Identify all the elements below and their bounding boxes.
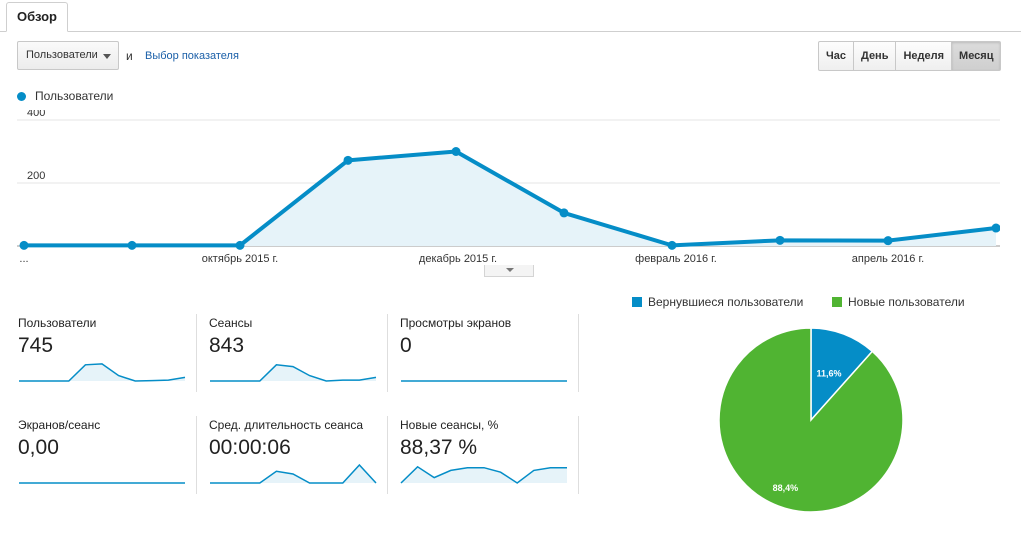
users-line-chart: 200 400... октябрь 2015 г. декабрь 2015 г. ф… (17, 110, 1001, 265)
y-tick-label: 200 (27, 170, 45, 182)
metric-select-value: Пользователи (26, 49, 98, 61)
sparkline (400, 465, 567, 484)
metric-divider (578, 314, 579, 392)
sparkline-area (19, 363, 185, 381)
metric-screen-views[interactable]: Просмотры экранов 0 (400, 316, 578, 396)
data-point[interactable] (127, 240, 137, 250)
x-tick-label: октябрь 2015 г. (202, 253, 279, 265)
pie-slice-label: 11,6% (817, 369, 842, 379)
pie-slice-label: 88,4% (773, 483, 799, 493)
pie-slice[interactable] (810, 327, 874, 422)
metric-divider (196, 314, 197, 392)
metric-sessions[interactable]: Сеансы 843 (209, 316, 387, 396)
data-point[interactable] (451, 147, 461, 156)
y-tick-label: 400 (27, 110, 45, 119)
pie-legend-returning[interactable]: Вернувшиеся пользователи (632, 295, 803, 309)
metric-label: Просмотры экранов (400, 316, 512, 330)
legend-swatch-icon (632, 297, 642, 307)
metric-value: 00:00:06 (209, 436, 291, 459)
period-week-button[interactable]: Неделя (895, 41, 953, 71)
x-tick-label: декабрь 2015 г. (419, 253, 497, 265)
user-type-pie-chart: 11,6% 88,4% (718, 327, 904, 513)
sparkline-line (19, 363, 186, 382)
period-hour-button[interactable]: Час (818, 41, 854, 71)
sparkline-line (210, 364, 377, 382)
metric-select[interactable]: Пользователи (17, 41, 119, 70)
period-day-button[interactable]: День (852, 41, 897, 71)
metric-value: 843 (209, 334, 245, 357)
legend-series-label: Пользователи (35, 89, 114, 103)
x-tick-label: апрель 2016 г. (852, 253, 924, 265)
metric-avg-session-duration[interactable]: Сред. длительность сеанса 00:00:06 (209, 418, 387, 498)
data-point[interactable] (883, 236, 893, 246)
metric-divider (196, 416, 197, 494)
metric-value: 745 (18, 334, 54, 357)
period-month-button[interactable]: Месяц (951, 41, 1002, 71)
data-point[interactable] (235, 240, 245, 250)
chevron-down-icon (103, 54, 111, 59)
sparkline (19, 363, 186, 382)
series-area (24, 151, 996, 246)
metric-divider (387, 416, 388, 494)
sparkline (210, 364, 377, 382)
metric-users[interactable]: Пользователи 745 (18, 316, 196, 396)
pie-legend-label: Новые пользователи (848, 295, 965, 309)
metric-label: Новые сеансы, % (400, 418, 499, 432)
sparkline (210, 463, 377, 484)
metric-divider (578, 416, 579, 494)
metric-label: Сеансы (209, 316, 253, 330)
series-dot-icon (17, 91, 26, 101)
tab-overview[interactable]: Обзор (6, 2, 68, 32)
chevron-down-icon (506, 268, 514, 272)
data-point[interactable] (667, 240, 677, 250)
x-tick-label: ... (19, 253, 28, 265)
data-point[interactable] (559, 208, 569, 218)
metric-label: Экранов/сеанс (18, 418, 101, 432)
metric-divider (387, 314, 388, 392)
data-point[interactable] (775, 235, 785, 245)
data-point[interactable] (19, 240, 29, 250)
sparkline (19, 482, 185, 484)
sparkline-area (210, 364, 376, 381)
and-label: и (126, 49, 133, 63)
data-point[interactable] (991, 223, 1001, 233)
sparkline-line (210, 463, 377, 484)
metric-new-sessions-percent[interactable]: Новые сеансы, % 88,37 % (400, 418, 578, 498)
sparkline (401, 380, 567, 382)
choose-metric-link[interactable]: Выбор показателя (145, 50, 239, 62)
metric-value: 88,37 % (400, 436, 478, 459)
collapse-chart-handle[interactable] (484, 265, 534, 277)
series-line (24, 149, 997, 248)
metric-screens-per-session[interactable]: Экранов/сеанс 0,00 (18, 418, 196, 498)
metric-label: Сред. длительность сеанса (209, 418, 364, 432)
legend-swatch-icon (832, 297, 842, 307)
pie-legend-new[interactable]: Новые пользователи (832, 295, 965, 309)
sparkline-area (401, 466, 567, 483)
tab-bar: Обзор (0, 0, 1021, 32)
x-tick-label: февраль 2016 г. (635, 253, 717, 265)
chart-legend[interactable]: Пользователи (17, 89, 113, 103)
metric-label: Пользователи (18, 316, 97, 330)
sparkline-line (400, 465, 567, 484)
pie-slice[interactable] (718, 327, 904, 513)
pie-legend-label: Вернувшиеся пользователи (648, 295, 804, 309)
metric-value: 0 (400, 334, 412, 357)
data-point[interactable] (343, 155, 353, 165)
period-selector: Час День Неделя Месяц (818, 41, 1002, 71)
metric-value: 0,00 (18, 436, 59, 459)
